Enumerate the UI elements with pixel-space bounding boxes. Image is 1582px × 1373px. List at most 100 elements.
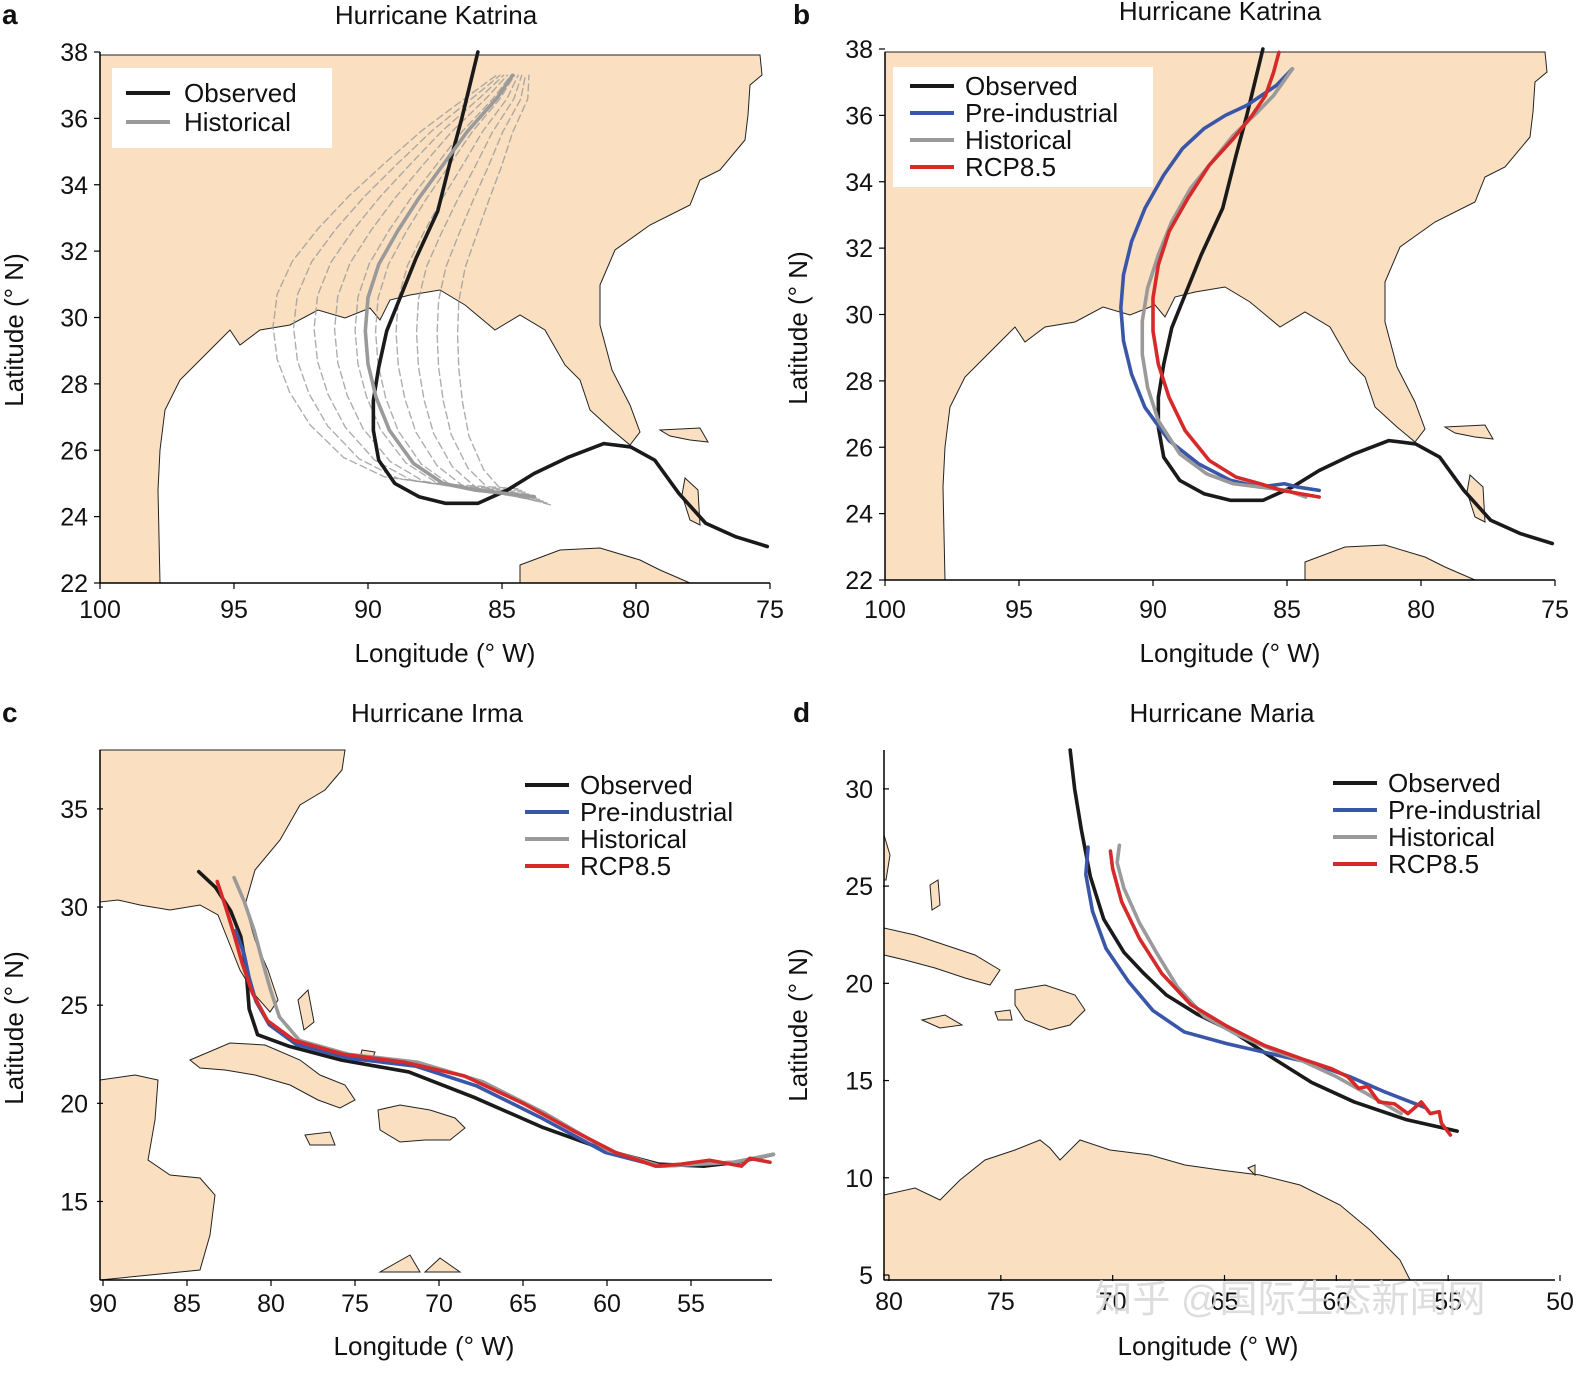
- y-tick-label: 24: [845, 501, 873, 529]
- legend-label-rcp85: RCP8.5: [580, 851, 671, 881]
- track-historical: [363, 73, 536, 499]
- panel-d-title: Hurricane Maria: [1130, 698, 1315, 728]
- panel-a-title: Hurricane Katrina: [335, 0, 538, 30]
- x-tick-labels-c: 90 85 80 75 70 65 60 55: [89, 1280, 705, 1318]
- track-pre-industrial: [1084, 845, 1428, 1110]
- y-tick-labels-b: 22 24 26 28 30 32 34 36 38: [845, 36, 885, 595]
- legend-box: [112, 68, 332, 148]
- legend-label-observed: Observed: [1388, 768, 1501, 798]
- track-series-b: [1119, 47, 1555, 546]
- x-tick-label: 65: [509, 1290, 537, 1318]
- track-historical: [1115, 843, 1403, 1116]
- y-tick-label: 22: [845, 567, 873, 595]
- y-axis-label-b: Latitude (° N): [783, 251, 813, 404]
- x-tick-label: 95: [220, 596, 248, 624]
- legend-label-rcp85: RCP8.5: [1388, 849, 1479, 879]
- y-tick-label: 28: [845, 368, 873, 396]
- legend-label-observed: Observed: [184, 78, 297, 108]
- track-observed: [1068, 748, 1459, 1133]
- x-tick-label: 80: [1407, 596, 1435, 624]
- x-tick-label: 75: [987, 1288, 1015, 1316]
- x-tick-label: 75: [341, 1290, 369, 1318]
- panel-c-hurricane-irma: c Hurricane Irma 90 85 80 75 70 65 60 55 15 20 25…: [0, 697, 776, 1361]
- x-tick-labels-b: 100 95 90 85 80 75: [864, 580, 1569, 624]
- track-series-d: [1068, 748, 1459, 1137]
- track-observed: [1156, 47, 1555, 546]
- x-tick-label: 65: [1211, 1288, 1239, 1316]
- x-tick-label: 70: [425, 1290, 453, 1318]
- y-tick-label: 30: [60, 305, 88, 333]
- y-tick-label: 30: [845, 302, 873, 330]
- y-tick-label: 38: [845, 36, 873, 64]
- track-observed: [196, 869, 776, 1168]
- x-tick-labels-d: 80 75 70 65 60 55 50: [875, 1275, 1574, 1316]
- x-axis-label-b: Longitude (° W): [1140, 638, 1321, 668]
- x-tick-label: 95: [1005, 596, 1033, 624]
- y-tick-label: 25: [60, 992, 88, 1020]
- map-land: [99, 749, 466, 1281]
- y-tick-label: 30: [60, 894, 88, 922]
- legend-label-observed: Observed: [580, 770, 693, 800]
- x-tick-label: 90: [354, 596, 382, 624]
- panel-b-title: Hurricane Katrina: [1119, 0, 1322, 26]
- x-tick-labels-a: 100 95 90 85 80 75: [79, 583, 784, 624]
- x-tick-label: 85: [1273, 596, 1301, 624]
- y-tick-label: 15: [60, 1188, 88, 1216]
- panel-d-hurricane-maria: d Hurricane Maria 80 75 70 65 60 55 50 5 10 15 20…: [783, 697, 1574, 1361]
- y-tick-label: 10: [845, 1165, 873, 1193]
- legend-label-historical: Historical: [580, 824, 687, 854]
- track-series-a: [363, 50, 770, 549]
- x-tick-label: 60: [1322, 1288, 1350, 1316]
- x-tick-label: 80: [257, 1290, 285, 1318]
- y-tick-label: 32: [845, 235, 873, 263]
- panel-label-c: c: [2, 697, 18, 728]
- x-tick-label: 55: [1434, 1288, 1462, 1316]
- track-rcp8-5: [1151, 50, 1321, 499]
- y-axis-label-c: Latitude (° N): [0, 951, 29, 1104]
- legend-label-pre-industrial: Pre-industrial: [965, 98, 1118, 128]
- x-tick-label: 80: [875, 1288, 903, 1316]
- x-tick-label: 85: [488, 596, 516, 624]
- y-tick-label: 35: [60, 796, 88, 824]
- x-tick-label: 90: [89, 1290, 117, 1318]
- y-tick-label: 24: [60, 504, 88, 532]
- x-tick-label: 80: [622, 596, 650, 624]
- axes-c: [99, 750, 772, 1281]
- x-tick-label: 55: [677, 1290, 705, 1318]
- ensemble-member-track: [354, 74, 534, 497]
- x-tick-label: 50: [1546, 1288, 1574, 1316]
- legend-d: Observed Pre-industrial Historical RCP8.…: [1333, 768, 1541, 879]
- y-axis-label-a: Latitude (° N): [0, 253, 29, 406]
- y-tick-label: 30: [845, 776, 873, 804]
- legend-a: Observed Historical: [112, 68, 332, 148]
- y-tick-label: 20: [60, 1090, 88, 1118]
- track-series-c: [196, 869, 776, 1168]
- panel-label-a: a: [2, 0, 18, 30]
- x-tick-label: 90: [1139, 596, 1167, 624]
- y-tick-label: 36: [845, 102, 873, 130]
- x-tick-label: 75: [1541, 596, 1569, 624]
- y-tick-label: 36: [60, 105, 88, 133]
- y-tick-labels-d: 5 10 15 20 25 30: [845, 776, 889, 1290]
- panel-label-b: b: [793, 0, 810, 30]
- legend-label-pre-industrial: Pre-industrial: [1388, 795, 1541, 825]
- y-tick-label: 32: [60, 238, 88, 266]
- track-rcp8-5: [215, 879, 772, 1168]
- y-tick-labels-a: 22 24 26 28 30 32 34 36 38: [60, 39, 100, 598]
- x-tick-label: 100: [864, 596, 906, 624]
- ensemble-member-track: [436, 74, 548, 504]
- axes-d: [883, 750, 1555, 1281]
- y-tick-label: 28: [60, 371, 88, 399]
- y-tick-label: 38: [60, 39, 88, 67]
- track-observed: [371, 50, 770, 549]
- y-tick-label: 34: [845, 169, 873, 197]
- x-tick-label: 85: [173, 1290, 201, 1318]
- legend-label-historical: Historical: [965, 125, 1072, 155]
- axes-b: [884, 52, 1555, 581]
- legend-b: Observed Pre-industrial Historical RCP8.…: [893, 67, 1153, 187]
- y-tick-labels-c: 15 20 25 30 35: [60, 796, 103, 1216]
- y-tick-label: 22: [60, 570, 88, 598]
- panel-c-title: Hurricane Irma: [351, 698, 523, 728]
- panel-b-hurricane-katrina: b Hurricane Katrina 100 95 90 85 80 75 22 24 26…: [783, 0, 1569, 668]
- x-tick-label: 70: [1099, 1288, 1127, 1316]
